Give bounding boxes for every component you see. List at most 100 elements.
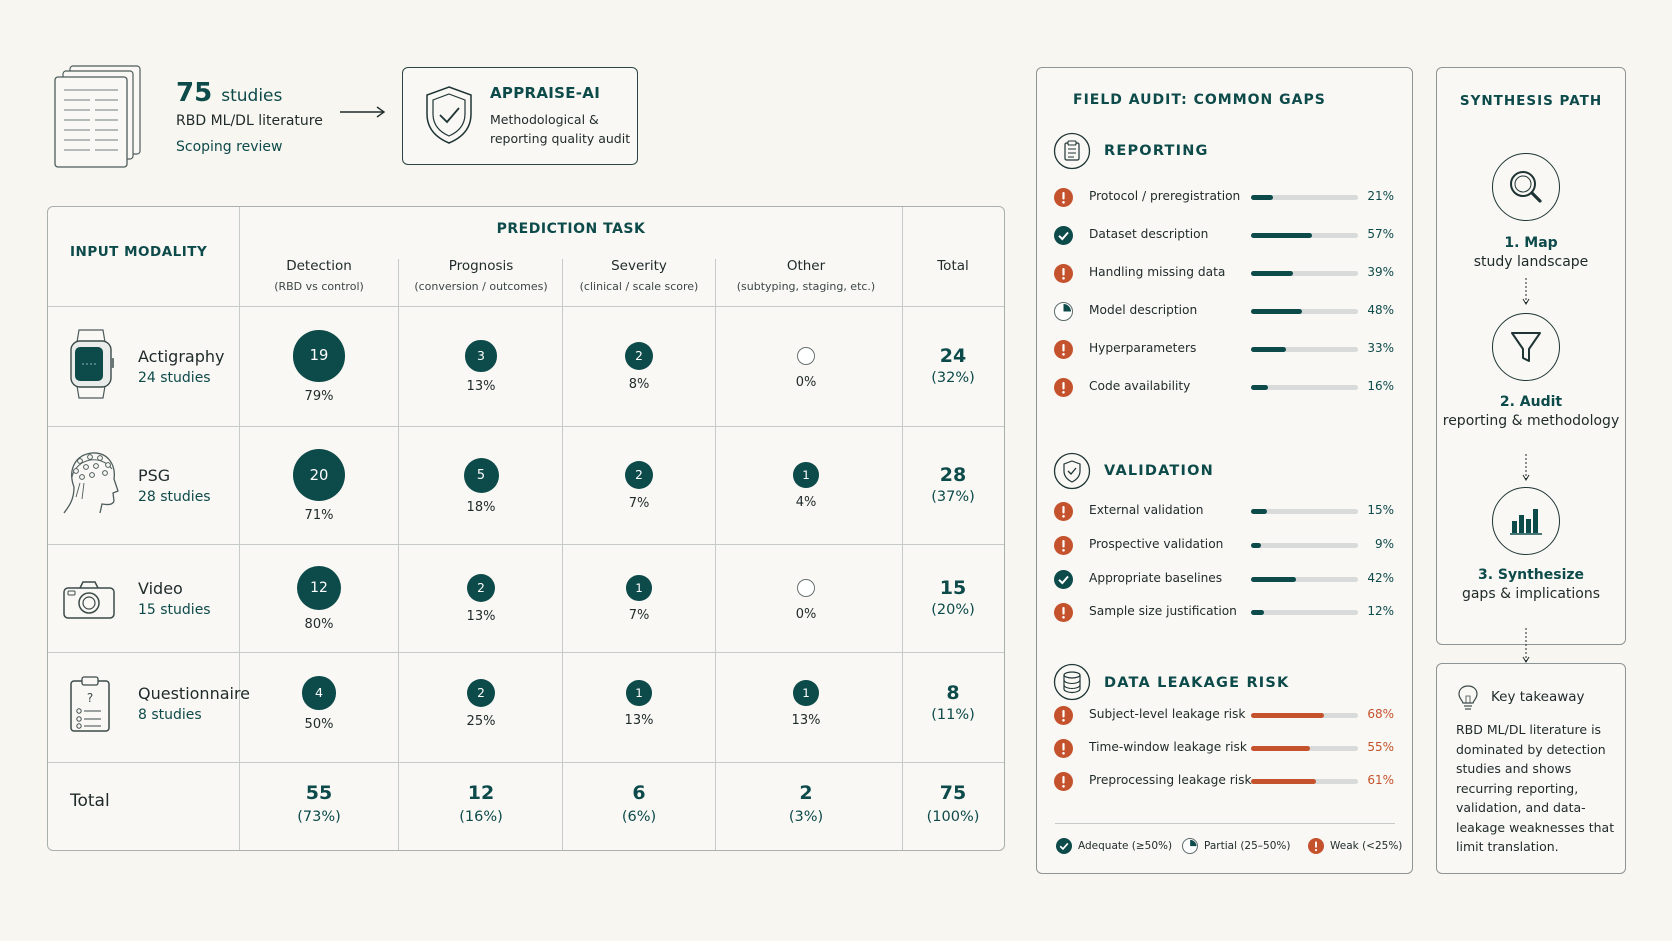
- audit-bar: [1251, 232, 1358, 238]
- audit-bar-fill: [1251, 232, 1312, 238]
- audit-bar-fill: [1251, 384, 1269, 390]
- audit-bar: [1251, 542, 1358, 548]
- cell-percentage: 13%: [791, 712, 821, 728]
- cell-percentage: 80%: [304, 617, 334, 633]
- cell-percentage: 13%: [466, 609, 496, 625]
- audit-bar: [1251, 384, 1358, 390]
- arrow-down-icon: [1521, 454, 1531, 486]
- count-bubble: 1: [626, 575, 652, 601]
- alert-icon: [1308, 838, 1324, 854]
- row-total-percentage: (37%): [931, 489, 975, 505]
- row-label: Questionnaire: [138, 684, 251, 703]
- row-total-percentage: (11%): [931, 707, 975, 723]
- audit-bar-fill: [1251, 270, 1293, 276]
- audit-item-value: 12%: [1367, 604, 1394, 618]
- cell-percentage: 7%: [628, 607, 650, 623]
- row-study-count: 28 studies: [138, 489, 211, 505]
- camera-icon: [62, 580, 116, 624]
- audit-item-label: Protocol / preregistration: [1089, 189, 1241, 203]
- audit-bar: [1251, 609, 1358, 615]
- count-bubble: 2: [466, 678, 496, 708]
- count-bubble: 2: [624, 460, 654, 490]
- column-total-percentage: (6%): [621, 809, 657, 825]
- input-modality-header: INPUT MODALITY: [70, 244, 208, 260]
- count-bubble: 1: [793, 462, 819, 488]
- alert-icon: [1054, 339, 1073, 359]
- count-bubble: 2: [466, 573, 496, 603]
- alert-icon: [1054, 771, 1073, 791]
- count-bubble-empty: [797, 579, 815, 597]
- cell-percentage: 7%: [628, 496, 650, 512]
- cell-percentage: 0%: [795, 375, 817, 390]
- legend-label: Adequate (≥50%): [1078, 840, 1173, 852]
- column-header-other: Other: [786, 258, 826, 274]
- column-subheader: (conversion / outcomes): [414, 280, 548, 293]
- audit-item-label: External validation: [1089, 503, 1204, 517]
- cell-percentage: 0%: [795, 607, 817, 622]
- column-subheader: (clinical / scale score): [579, 280, 699, 293]
- total-column-header: Total: [937, 258, 969, 274]
- row-study-count: 15 studies: [138, 602, 211, 618]
- column-total-percentage: (16%): [459, 809, 503, 825]
- check-icon: [1056, 838, 1072, 854]
- legend-divider: [1055, 823, 1395, 824]
- section-title-data-leakage: DATA LEAKAGE RISK: [1104, 675, 1290, 691]
- head-electrodes-icon: [60, 447, 122, 519]
- totals-row-label: Total: [70, 791, 110, 811]
- count-bubble: 1: [626, 680, 652, 706]
- audit-bar-fill: [1251, 542, 1261, 548]
- appraise-title: APPRAISE-AI: [490, 84, 601, 102]
- audit-item-value: 48%: [1367, 303, 1394, 317]
- count-bubble: 2: [624, 341, 654, 371]
- audit-item-label: Preprocessing leakage risk: [1089, 773, 1252, 787]
- count-bubble: 20: [293, 449, 345, 501]
- cell-percentage: 18%: [466, 499, 496, 515]
- key-takeaway-title: Key takeaway: [1491, 689, 1585, 705]
- audit-item-label: Subject-level leakage risk: [1089, 707, 1246, 721]
- check-icon: [1054, 225, 1073, 245]
- legend-label: Weak (<25%): [1330, 840, 1403, 852]
- arrow-right-icon: [338, 104, 388, 120]
- partial-icon: [1182, 838, 1198, 854]
- count-bubble: 5: [463, 457, 499, 493]
- audit-item-value: 16%: [1367, 379, 1394, 393]
- audit-item-value: 9%: [1374, 537, 1394, 551]
- arrow-down-icon: [1521, 278, 1531, 310]
- legend-label: Partial (25–50%): [1204, 840, 1291, 852]
- audit-bar-fill: [1251, 308, 1303, 314]
- audit-bar: [1251, 745, 1358, 751]
- alert-icon: [1054, 738, 1073, 758]
- magnifier-icon: [1492, 153, 1560, 221]
- shield-icon: [1053, 452, 1091, 490]
- audit-item-value: 55%: [1367, 740, 1394, 754]
- alert-icon: [1054, 535, 1073, 555]
- audit-item-value: 68%: [1367, 707, 1394, 721]
- count-bubble: 1: [793, 680, 819, 706]
- row-total: 15: [939, 577, 967, 599]
- count-bubble: 12: [296, 565, 342, 611]
- check-icon: [1054, 569, 1073, 589]
- field-audit-title: FIELD AUDIT: COMMON GAPS: [1073, 92, 1326, 108]
- audit-bar: [1251, 308, 1358, 314]
- column-header-prognosis: Prognosis: [448, 258, 514, 274]
- column-total: 2: [799, 782, 813, 804]
- audit-item-label: Model description: [1089, 303, 1198, 317]
- alert-icon: [1054, 377, 1073, 397]
- column-header-detection: Detection: [286, 258, 352, 274]
- synthesis-step-1: 1. Map study landscape: [1473, 235, 1589, 270]
- alert-icon: [1054, 187, 1073, 207]
- column-total: 55: [305, 782, 333, 804]
- audit-bar: [1251, 270, 1358, 276]
- cell-percentage: 25%: [466, 714, 496, 730]
- alert-icon: [1054, 501, 1073, 521]
- audit-bar-fill: [1251, 778, 1317, 784]
- audit-bar-fill: [1251, 609, 1264, 615]
- cell-percentage: 4%: [795, 494, 817, 510]
- funnel-icon: [1492, 313, 1560, 381]
- count-bubble-empty: [797, 347, 815, 365]
- arrow-down-icon: [1521, 628, 1531, 668]
- audit-item-value: 42%: [1367, 571, 1394, 585]
- synthesis-step-2: 2. Audit reporting & methodology: [1442, 394, 1620, 429]
- documents-stack-icon: [50, 62, 146, 170]
- row-study-count: 8 studies: [138, 707, 202, 723]
